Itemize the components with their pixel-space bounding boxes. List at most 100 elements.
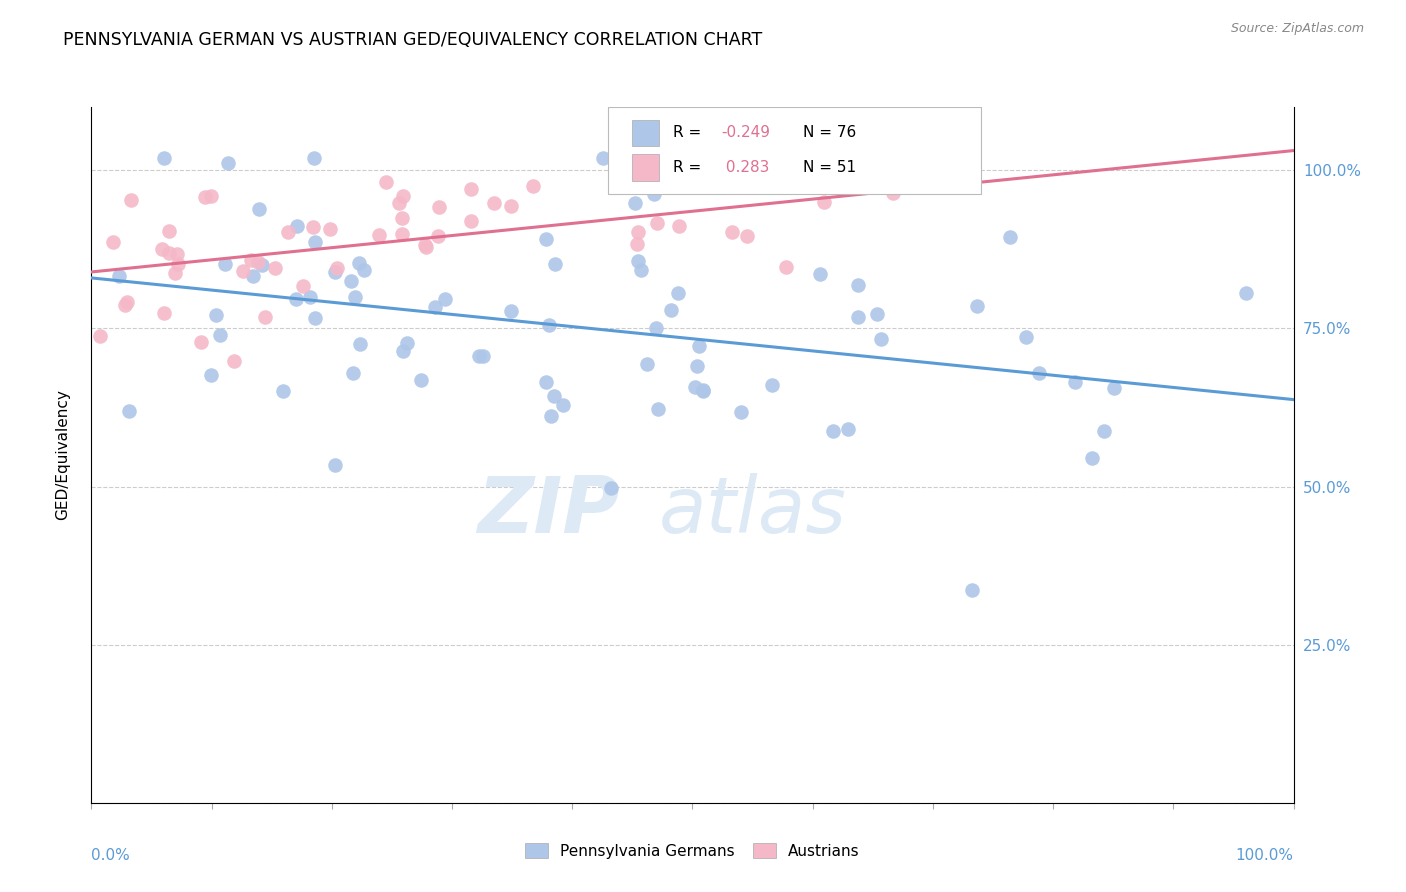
Point <box>501 304 523 318</box>
Text: N = 76: N = 76 <box>803 125 856 140</box>
Point <box>391 227 413 241</box>
Point <box>627 253 650 268</box>
Point <box>250 259 273 273</box>
Text: 0.0%: 0.0% <box>91 848 131 863</box>
Point <box>409 373 432 387</box>
Point <box>247 255 270 269</box>
Point <box>645 321 668 335</box>
Point <box>247 202 270 216</box>
Point <box>118 404 141 418</box>
Point <box>240 253 263 268</box>
Point <box>224 353 246 368</box>
Point <box>150 242 173 256</box>
Point <box>467 349 489 363</box>
Point <box>692 384 714 399</box>
Point <box>347 255 370 269</box>
Point <box>823 424 845 438</box>
Point <box>540 409 562 423</box>
Text: R =: R = <box>673 160 706 175</box>
Point <box>392 344 415 359</box>
Point <box>319 222 342 236</box>
Point <box>730 405 752 419</box>
Point <box>683 380 706 394</box>
Point <box>157 224 180 238</box>
Point <box>666 286 689 301</box>
Point <box>668 219 690 233</box>
Point <box>643 186 665 201</box>
Point <box>292 278 315 293</box>
Point <box>120 193 142 207</box>
Point <box>927 151 949 165</box>
Point <box>870 332 893 346</box>
Point <box>190 334 212 349</box>
Point <box>349 336 371 351</box>
Point <box>627 226 650 240</box>
Point <box>846 278 869 293</box>
Point <box>423 300 446 314</box>
Point <box>413 238 436 252</box>
Point <box>368 228 391 243</box>
Point <box>837 422 859 436</box>
Text: N = 51: N = 51 <box>803 160 856 175</box>
Point <box>254 310 277 324</box>
Point <box>460 182 482 196</box>
Point <box>217 155 239 169</box>
Point <box>391 189 413 203</box>
Point <box>543 389 565 403</box>
Point <box>522 179 544 194</box>
Point <box>1028 366 1050 380</box>
Point <box>538 318 561 332</box>
Point <box>735 228 758 243</box>
Point <box>686 359 709 373</box>
Point <box>647 216 669 230</box>
Point <box>1064 376 1087 390</box>
Point <box>472 349 495 363</box>
Point <box>534 375 557 389</box>
Point <box>636 358 658 372</box>
Point <box>374 175 396 189</box>
Point <box>427 200 450 214</box>
Point <box>630 263 652 277</box>
Point <box>592 151 614 165</box>
Point <box>846 310 869 325</box>
Point <box>153 305 176 319</box>
Point <box>499 199 522 213</box>
Point <box>167 257 190 271</box>
Point <box>484 195 506 210</box>
Text: PENNSYLVANIA GERMAN VS AUSTRIAN GED/EQUIVALENCY CORRELATION CHART: PENNSYLVANIA GERMAN VS AUSTRIAN GED/EQUI… <box>63 31 762 49</box>
Point <box>304 235 326 250</box>
Point <box>200 189 222 203</box>
Point <box>108 268 131 283</box>
Point <box>600 481 623 495</box>
FancyBboxPatch shape <box>633 154 659 181</box>
Point <box>342 367 364 381</box>
Point <box>325 265 347 279</box>
Point <box>304 311 326 326</box>
Point <box>1234 285 1257 300</box>
Point <box>194 190 217 204</box>
Point <box>415 240 437 254</box>
Y-axis label: GED/Equivalency: GED/Equivalency <box>56 390 70 520</box>
Point <box>209 327 232 342</box>
Point <box>163 266 186 280</box>
Point <box>271 384 294 398</box>
Point <box>326 260 349 275</box>
Point <box>966 299 988 313</box>
Point <box>460 213 482 227</box>
Point <box>426 229 449 244</box>
Point <box>813 195 835 210</box>
Point <box>775 260 797 275</box>
Point <box>1102 381 1125 395</box>
Point <box>647 402 669 417</box>
Point <box>242 269 264 284</box>
Point <box>323 458 346 472</box>
Text: -0.249: -0.249 <box>721 125 770 140</box>
Point <box>232 264 254 278</box>
Text: atlas: atlas <box>658 473 846 549</box>
Point <box>89 328 111 343</box>
Point <box>101 235 124 249</box>
Point <box>395 335 418 350</box>
Text: ZIP: ZIP <box>477 473 619 549</box>
Point <box>277 225 299 239</box>
Point <box>960 582 983 597</box>
